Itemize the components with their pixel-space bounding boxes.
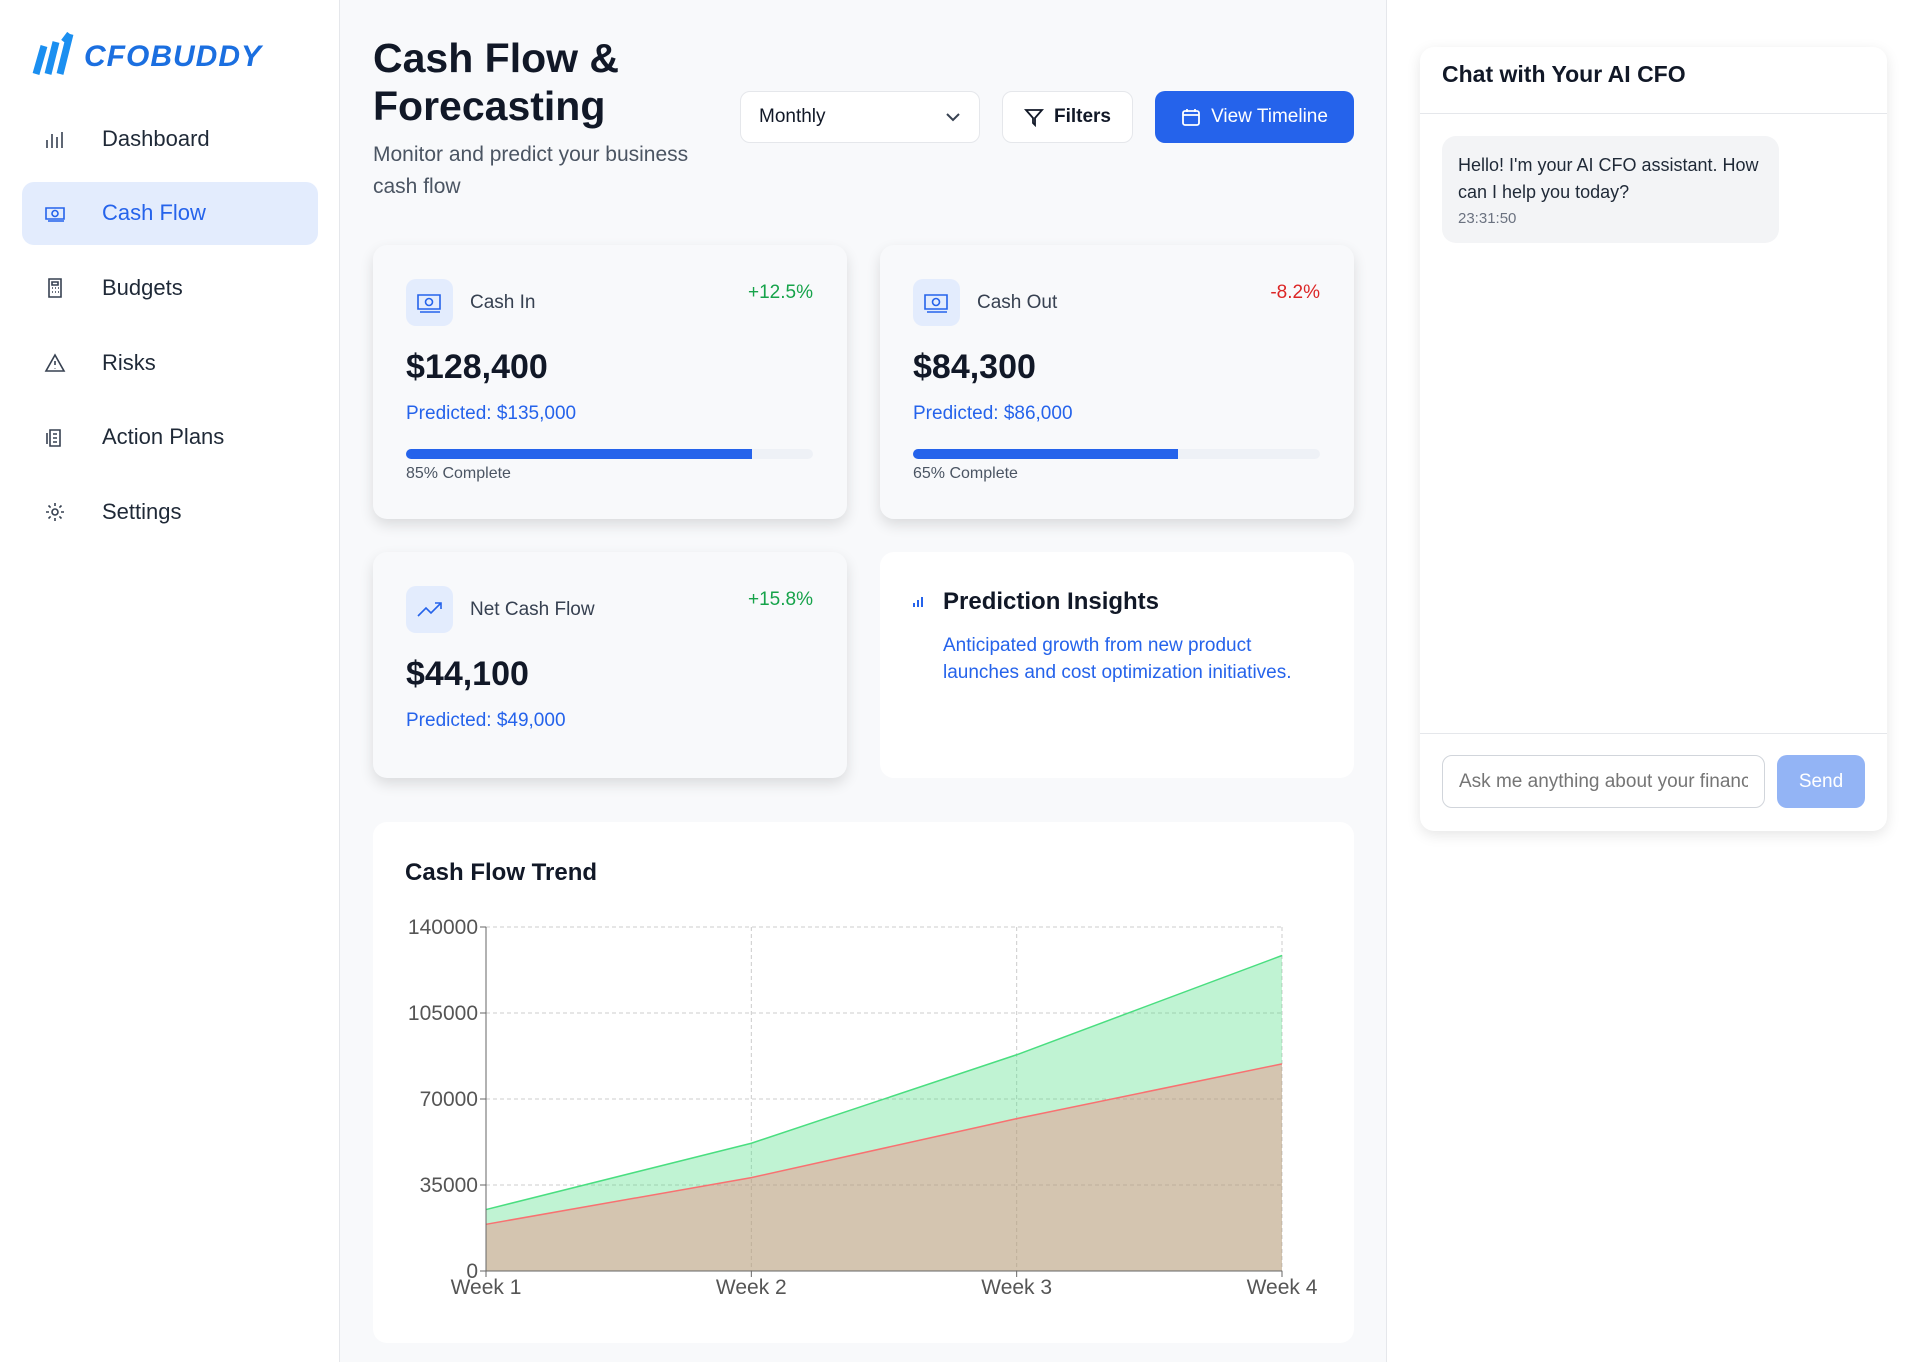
metric-change: +12.5%	[748, 282, 813, 303]
area	[486, 1063, 1282, 1271]
message-time: 23:31:50	[1458, 210, 1517, 227]
page-title: Cash Flow & Forecasting	[373, 35, 620, 129]
send-button[interactable]: Send	[1777, 755, 1865, 808]
timeline-button[interactable]: View Timeline	[1155, 91, 1354, 143]
nav-item[interactable]: Cash Flow	[22, 181, 318, 245]
x-tick-label: Week 1	[451, 1276, 522, 1299]
nav-label: Budgets	[102, 274, 183, 300]
metric-amount: $44,100	[406, 655, 529, 693]
metric-icon	[406, 586, 453, 633]
metric-card: Cash Out -8.2% $84,300 Predicted: $86,000 65…	[880, 245, 1354, 519]
metric-icon	[913, 279, 960, 326]
page-subtitle: Monitor and predict your business cash f…	[373, 143, 689, 198]
nav-icon	[46, 429, 61, 448]
icon-path	[417, 602, 442, 617]
x-tick-label: Week 4	[1247, 1276, 1318, 1299]
nav-label: Settings	[102, 499, 182, 524]
icon-path	[46, 131, 63, 148]
chart: 0 35000 70000 105000 140000 Week 1 Week 2 Week …	[408, 916, 1318, 1299]
progress-track	[913, 449, 1320, 459]
metric-predicted: Predicted: $49,000	[406, 710, 566, 731]
metric-label: Cash Out	[977, 292, 1058, 313]
icon	[417, 294, 441, 313]
timeline-label: View Timeline	[1211, 106, 1328, 127]
icon-path	[417, 294, 441, 313]
insights-card: Prediction Insights Anticipated growth f…	[880, 552, 1354, 778]
x-tick-label: Week 3	[981, 1276, 1052, 1299]
chat-input[interactable]	[1442, 755, 1765, 808]
message-bubble: Hello! I'm your AI CFO assistant. How ca…	[1442, 136, 1779, 243]
metric-predicted: Predicted: $86,000	[913, 403, 1073, 424]
insights-text: Anticipated growth from new product laun…	[943, 635, 1292, 683]
filter-icon	[1024, 109, 1044, 127]
icon	[924, 294, 948, 313]
metric-label: Cash In	[470, 292, 536, 313]
area-line	[485, 954, 1283, 1211]
chart-title: Cash Flow Trend	[405, 859, 598, 886]
icon-path	[48, 278, 62, 298]
nav-item[interactable]: Budgets	[22, 256, 318, 319]
nav-icon	[46, 131, 63, 148]
progress-label: 65% Complete	[913, 465, 1018, 482]
x-tick-label: Week 2	[716, 1276, 787, 1299]
chevron	[946, 113, 960, 122]
filters-button[interactable]: Filters	[1002, 91, 1133, 143]
calendar-icon	[1182, 109, 1200, 126]
progress-bar	[913, 449, 1178, 459]
nav-label: Cash Flow	[102, 200, 206, 226]
icon-path	[44, 352, 66, 372]
icon-path	[45, 207, 65, 222]
send-label: Send	[1798, 770, 1844, 792]
icon-path	[46, 503, 64, 521]
logo-text: CFOBUDDY	[84, 40, 262, 73]
metric-card: Cash In +12.5% $128,400 Predicted: $135,000…	[373, 245, 847, 519]
nav-item[interactable]: Settings	[22, 481, 318, 544]
progress-bar	[406, 449, 752, 459]
nav-icon	[48, 278, 62, 298]
nav-item[interactable]: Action Plans	[22, 406, 318, 469]
nav-icon	[45, 207, 65, 222]
area-line	[485, 1063, 1283, 1226]
sidebar: CFOBUDDY Dashboard Cash Flow Budgets Risks A…	[0, 0, 340, 1362]
divider	[1420, 113, 1887, 114]
metric-change: -8.2%	[1270, 282, 1320, 303]
icon-path	[46, 429, 61, 448]
nav-label: Dashboard	[102, 125, 210, 151]
icon	[417, 602, 442, 617]
metric-icon	[406, 279, 453, 326]
progress-track	[406, 449, 813, 459]
y-tick-label: 35000	[420, 1174, 478, 1197]
insights-title: Prediction Insights	[943, 588, 1160, 615]
metric-amount: $128,400	[406, 348, 548, 386]
period-select[interactable]: Monthly	[740, 91, 980, 143]
progress-label: 85% Complete	[406, 465, 511, 482]
metric-label: Net Cash Flow	[470, 599, 595, 620]
divider	[1420, 733, 1887, 734]
logo-icon	[32, 32, 74, 75]
metric-amount: $84,300	[913, 348, 1036, 386]
nav-item[interactable]: Risks	[22, 331, 318, 394]
y-tick-label: 140000	[408, 916, 478, 939]
nav-icon	[46, 503, 64, 521]
period-value: Monthly	[759, 106, 826, 127]
chat-panel: Chat with Your AI CFO Hello! I'm your AI…	[1420, 47, 1887, 831]
metric-change: +15.8%	[748, 589, 813, 610]
nav-label: Action Plans	[102, 424, 225, 450]
y-tick-label: 105000	[408, 1002, 478, 1025]
nav-icon	[44, 352, 66, 372]
nav-item[interactable]: Dashboard	[22, 107, 318, 170]
metric-card: Net Cash Flow +15.8% $44,100 Predicted: $49…	[373, 552, 847, 778]
message-text: Hello! I'm your AI CFO assistant. How ca…	[1458, 155, 1759, 202]
icon-path	[924, 294, 948, 313]
y-tick-label: 70000	[420, 1088, 478, 1111]
insights-icon	[913, 597, 923, 607]
nav-label: Risks	[102, 349, 156, 375]
chat-title: Chat with Your AI CFO	[1442, 61, 1686, 87]
filters-label: Filters	[1053, 106, 1112, 127]
y-tick-label: 0	[466, 1260, 478, 1283]
metric-predicted: Predicted: $135,000	[406, 403, 577, 424]
area	[486, 955, 1282, 1271]
